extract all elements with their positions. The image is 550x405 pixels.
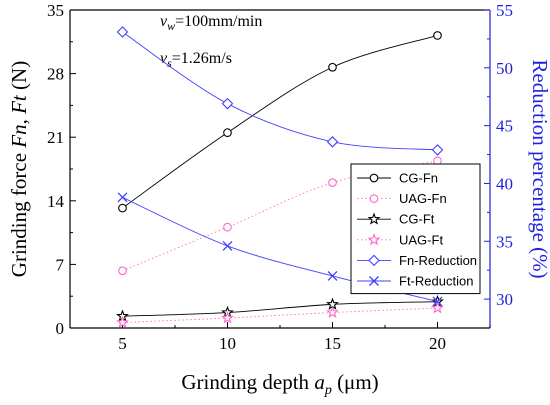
series-line-fn-reduction (122, 31, 438, 151)
x-axis-title: Grinding depth ap (μm) (181, 370, 378, 398)
series-cg-ft (116, 294, 444, 322)
legend-item-uag-ft: UAG-Ft (357, 232, 443, 247)
data-point-uag-ft (431, 301, 444, 314)
legend: CG-Fn UAG-Fn CG-Ft UAG-Ft Fn-Reduction Ft-Red… (350, 163, 481, 295)
data-point-cg-fn (433, 31, 442, 40)
left-y-tick-label: 7 (56, 255, 65, 274)
left-y-tick-label: 21 (47, 128, 64, 147)
x-tick-label: 20 (429, 334, 446, 353)
data-point-ft-reduction (222, 240, 233, 251)
left-y-tick-label: 0 (56, 319, 65, 338)
x-tick-label: 5 (118, 334, 127, 353)
legend-label: Ft-Reduction (399, 274, 473, 289)
annotation: vw=100mm/min (160, 13, 262, 33)
right-y-tick-label: 55 (496, 1, 513, 20)
left-y-axis-title: Grinding force Fn, Ft (N) (7, 61, 31, 277)
data-point-fn-reduction (221, 97, 234, 110)
data-point-ft-reduction (327, 271, 338, 281)
data-point-uag-ft (116, 315, 129, 329)
right-y-tick-label: 45 (496, 117, 513, 136)
legend-item-cg-fn: CG-Fn (357, 171, 438, 186)
series-fn-reduction (116, 26, 444, 156)
legend-label: UAG-Ft (399, 232, 443, 247)
legend-marker (368, 254, 380, 267)
legend-item-uag-fn: UAG-Fn (357, 191, 447, 206)
right-y-tick-label: 50 (496, 59, 513, 78)
legend-marker (367, 233, 381, 246)
data-point-fn-reduction (326, 136, 339, 148)
x-tick-label: 10 (219, 334, 236, 353)
data-point-cg-fn (118, 203, 127, 213)
series-cg-fn (118, 31, 442, 213)
series-uag-ft (116, 301, 444, 329)
data-point-uag-fn (328, 178, 337, 187)
series-line-cg-ft (122, 301, 438, 317)
data-point-uag-ft (326, 305, 339, 319)
data-point-uag-ft (221, 311, 234, 324)
right-y-tick-label: 30 (496, 290, 513, 309)
data-point-fn-reduction (431, 144, 444, 156)
legend-marker (369, 276, 379, 286)
data-point-cg-fn (328, 62, 337, 72)
left-y-tick-label: 35 (47, 1, 64, 20)
right-y-tick-label: 40 (496, 174, 513, 193)
legend-label: Fn-Reduction (399, 253, 477, 268)
left-y-tick-label: 28 (47, 65, 64, 84)
x-tick-label: 15 (324, 334, 341, 353)
legend-marker (367, 212, 381, 225)
legend-label: UAG-Fn (399, 191, 447, 206)
right-y-axis-title: Reduction percentage (%) (528, 59, 550, 278)
series-line-uag-ft (122, 307, 438, 323)
legend-label: CG-Ft (399, 212, 435, 227)
series-line-cg-fn (122, 35, 438, 209)
right-y-tick-label: 35 (496, 232, 513, 251)
legend-box (350, 163, 481, 295)
left-y-tick-label: 14 (47, 192, 65, 211)
data-point-cg-fn (223, 128, 232, 138)
data-point-uag-fn (118, 266, 127, 276)
data-point-uag-fn (433, 156, 442, 166)
data-point-fn-reduction (116, 26, 129, 38)
annotation: vs=1.26m/s (160, 50, 232, 70)
legend-marker (369, 194, 379, 203)
legend-item-ft-reduction: Ft-Reduction (357, 274, 473, 289)
data-point-ft-reduction (117, 192, 128, 203)
legend-item-fn-reduction: Fn-Reduction (357, 253, 477, 268)
data-point-ft-reduction (432, 296, 443, 307)
legend-marker (369, 173, 379, 183)
legend-item-cg-ft: CG-Ft (357, 212, 435, 227)
data-point-uag-fn (223, 222, 232, 232)
legend-label: CG-Fn (399, 171, 438, 186)
